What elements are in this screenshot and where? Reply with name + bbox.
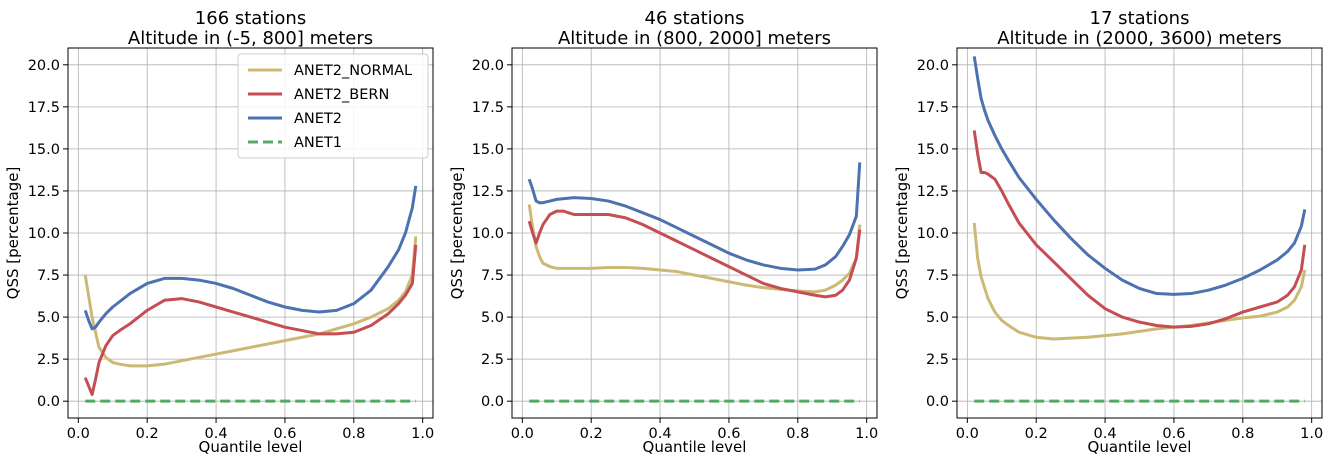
y-tick-label: 15.0 [28,142,60,158]
legend-box [237,53,429,159]
series-line-anet2 [972,56,1307,296]
series-line-anet2 [527,162,862,272]
series-line-anet2-bern [527,209,862,299]
y-tick-label: 17.5 [472,100,504,116]
chart-title-line: 166 stations [195,8,306,29]
y-tick-label: 20.0 [472,58,504,74]
y-tick-label: 12.5 [472,184,504,200]
y-tick-label: 20.0 [28,58,60,74]
series-line-anet2-bern [972,130,1307,329]
x-tick-label: 0.4 [205,426,228,442]
x-tick-label: 0.6 [717,426,740,442]
y-tick-label: 10.0 [472,226,504,242]
y-tick-label: 17.5 [28,100,60,116]
y-tick-label: 10.0 [28,226,60,242]
legend-label: ANET2_NORMAL [294,63,412,79]
y-tick-label: 20.0 [917,58,949,74]
y-tick-label: 0.0 [926,394,949,410]
series-line-anet2-bern [83,244,418,396]
x-axis-label: Quantile level [1088,438,1192,456]
chart-title-line: Altitude in (800, 2000] meters [558,28,831,49]
x-tick-label: 0.8 [342,426,365,442]
x-tick-label: 0.2 [1025,426,1048,442]
chart-title-line: Altitude in (2000, 3600) meters [997,28,1282,49]
y-tick-label: 2.5 [481,352,504,368]
x-tick-label: 1.0 [411,426,434,442]
legend-label: ANET1 [294,135,342,151]
y-tick-label: 10.0 [917,226,949,242]
y-axis-label: QSS [percentage] [893,167,911,300]
y-tick-label: 0.0 [37,394,60,410]
series-line-anet2-normal [972,222,1307,341]
grid [512,48,877,418]
chart-title-line: Altitude in (-5, 800] meters [128,28,373,49]
y-tick-label: 7.5 [37,268,60,284]
y-tick-label: 15.0 [917,142,949,158]
x-tick-label: 1.0 [855,426,878,442]
plot-frame [956,47,1323,419]
y-tick-label: 5.0 [37,310,60,326]
plot-frame [67,47,434,419]
x-tick-label: 0.8 [786,426,809,442]
x-tick-label: 1.0 [1300,426,1323,442]
x-tick-label: 0.6 [1162,426,1185,442]
legend-label: ANET2_BERN [294,87,389,103]
y-tick-label: 0.0 [481,394,504,410]
x-tick-label: 0.2 [136,426,159,442]
x-tick-label: 0.8 [1231,426,1254,442]
y-tick-label: 17.5 [917,100,949,116]
chart-title-line: 46 stations [645,8,745,29]
series-line-anet2 [83,185,418,331]
y-tick-label: 5.0 [926,310,949,326]
y-axis-label: QSS [percentage] [4,167,22,300]
chart-title-line: 17 stations [1090,8,1190,29]
y-tick-label: 12.5 [917,184,949,200]
y-tick-label: 5.0 [481,310,504,326]
y-axis-label: QSS [percentage] [448,167,466,300]
x-tick-label: 0.0 [956,426,979,442]
series-line-anet2-normal [527,204,862,294]
legend-label: ANET2 [294,111,342,127]
y-tick-label: 15.0 [472,142,504,158]
legend: ANET2_NORMAL ANET2_BERN ANET2 ANET1 [237,53,429,159]
x-tick-label: 0.4 [1094,426,1117,442]
x-tick-label: 0.0 [67,426,90,442]
x-tick-label: 0.0 [511,426,534,442]
y-tick-label: 2.5 [37,352,60,368]
y-tick-label: 7.5 [481,268,504,284]
y-tick-label: 12.5 [28,184,60,200]
series-line-anet2-normal [83,236,418,368]
y-tick-label: 7.5 [926,268,949,284]
y-tick-label: 2.5 [926,352,949,368]
x-tick-label: 0.4 [649,426,672,442]
grid [957,48,1322,418]
x-tick-label: 0.2 [580,426,603,442]
x-axis-label: Quantile level [643,438,747,456]
x-axis-label: Quantile level [199,438,303,456]
x-tick-label: 0.6 [273,426,296,442]
plot-frame [511,47,878,419]
